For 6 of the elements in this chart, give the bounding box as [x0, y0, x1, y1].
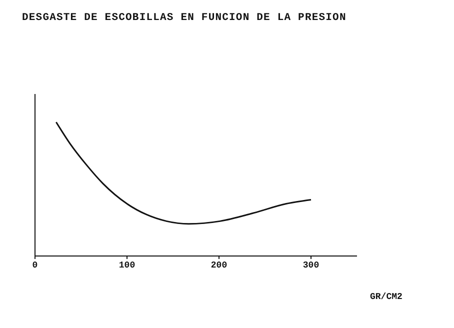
x-tick-label: 0 [32, 260, 38, 270]
x-tick-label: 200 [210, 260, 228, 270]
x-tick-label: 300 [302, 260, 320, 270]
x-axis-title: GR/CM2 [370, 292, 402, 302]
x-tick-label: 100 [118, 260, 136, 270]
chart-title: DESGASTE DE ESCOBILLAS EN FUNCION DE LA PRESION [22, 12, 346, 24]
